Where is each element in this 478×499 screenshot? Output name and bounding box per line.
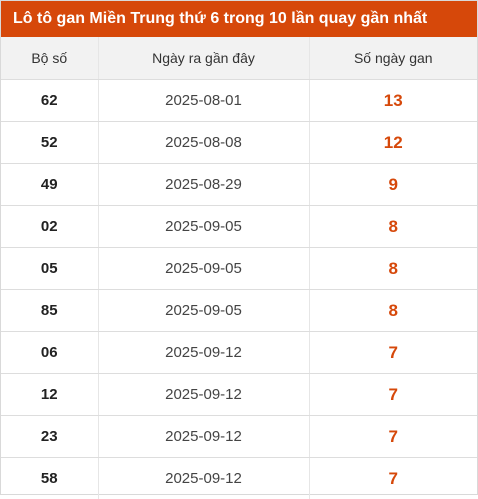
cell-last-date: 2025-09-12 [98, 458, 309, 499]
cell-last-date: 2025-08-01 [98, 80, 309, 122]
column-header-days: Số ngày gan [309, 37, 477, 80]
cell-days: 12 [309, 122, 477, 164]
table-row: 62 2025-08-01 13 [1, 80, 477, 122]
cell-last-date: 2025-09-12 [98, 416, 309, 458]
cell-last-date: 2025-09-05 [98, 290, 309, 332]
widget-title: Lô tô gan Miền Trung thứ 6 trong 10 lần … [1, 1, 477, 37]
cell-days: 13 [309, 80, 477, 122]
cell-days: 7 [309, 458, 477, 499]
table-row: 02 2025-09-05 8 [1, 206, 477, 248]
cell-days: 7 [309, 416, 477, 458]
table-row: 49 2025-08-29 9 [1, 164, 477, 206]
table-row: 23 2025-09-12 7 [1, 416, 477, 458]
cell-number: 12 [1, 374, 98, 416]
table-row: 06 2025-09-12 7 [1, 332, 477, 374]
table-row: 52 2025-08-08 12 [1, 122, 477, 164]
cell-days: 8 [309, 248, 477, 290]
table-row: 85 2025-09-05 8 [1, 290, 477, 332]
cell-number: 58 [1, 458, 98, 499]
cell-days: 8 [309, 206, 477, 248]
table-body: 62 2025-08-01 13 52 2025-08-08 12 49 202… [1, 80, 477, 499]
cell-last-date: 2025-09-12 [98, 332, 309, 374]
cell-number: 23 [1, 416, 98, 458]
table-row: 05 2025-09-05 8 [1, 248, 477, 290]
cell-last-date: 2025-09-12 [98, 374, 309, 416]
cell-number: 62 [1, 80, 98, 122]
column-header-last-date: Ngày ra gần đây [98, 37, 309, 80]
table-header: Bộ số Ngày ra gần đây Số ngày gan [1, 37, 477, 80]
cell-days: 7 [309, 332, 477, 374]
cell-number: 52 [1, 122, 98, 164]
cell-number: 02 [1, 206, 98, 248]
cell-number: 05 [1, 248, 98, 290]
table-row: 58 2025-09-12 7 [1, 458, 477, 499]
cell-days: 7 [309, 374, 477, 416]
cell-days: 8 [309, 290, 477, 332]
cell-last-date: 2025-08-29 [98, 164, 309, 206]
cell-last-date: 2025-08-08 [98, 122, 309, 164]
gan-table: Bộ số Ngày ra gần đây Số ngày gan 62 202… [1, 37, 477, 499]
cell-number: 06 [1, 332, 98, 374]
cell-last-date: 2025-09-05 [98, 248, 309, 290]
cell-days: 9 [309, 164, 477, 206]
header-row: Bộ số Ngày ra gần đây Số ngày gan [1, 37, 477, 80]
cell-number: 49 [1, 164, 98, 206]
table-row: 12 2025-09-12 7 [1, 374, 477, 416]
cell-last-date: 2025-09-05 [98, 206, 309, 248]
column-header-number: Bộ số [1, 37, 98, 80]
cell-number: 85 [1, 290, 98, 332]
